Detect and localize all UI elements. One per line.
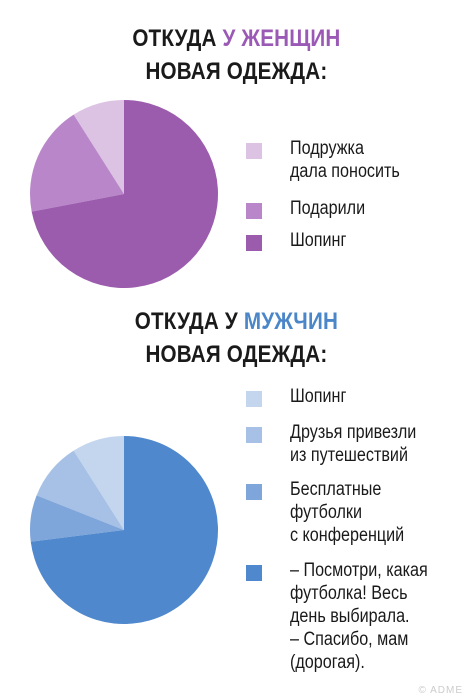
legend-label: – Посмотри, какая футболка! Весь день вы… bbox=[290, 560, 428, 673]
legend-swatch bbox=[246, 203, 262, 219]
legend-label: Друзья привезли из путешествий bbox=[290, 422, 417, 466]
legend-swatch bbox=[246, 484, 262, 500]
watermark: © ADME bbox=[418, 685, 463, 696]
men-title-highlight: МУЖЧИН bbox=[243, 308, 339, 335]
legend-swatch bbox=[246, 391, 262, 407]
women-chart-title: ОТКУДА У ЖЕНЩИН НОВАЯ ОДЕЖДА: bbox=[33, 22, 440, 88]
men-pie-slice bbox=[73, 436, 124, 530]
legend-swatch bbox=[246, 565, 262, 581]
women-pie-slice bbox=[73, 100, 124, 194]
women-pie-chart bbox=[30, 100, 219, 288]
legend-label: Подарили bbox=[290, 198, 366, 219]
legend-label: Шопинг bbox=[290, 386, 347, 407]
legend-label: Бесплатные футболки с конференций bbox=[290, 479, 405, 546]
legend-swatch bbox=[246, 427, 262, 443]
legend-label: Шопинг bbox=[290, 230, 347, 251]
women-title-highlight: У ЖЕНЩИН bbox=[222, 25, 341, 52]
men-pie-slice bbox=[30, 436, 219, 624]
legend-label: Подружка дала поносить bbox=[290, 138, 400, 182]
legend-swatch bbox=[246, 143, 262, 159]
men-pie-slice bbox=[36, 450, 124, 530]
women-title-line2: НОВАЯ ОДЕЖДА: bbox=[145, 58, 328, 85]
men-title-line2: НОВАЯ ОДЕЖДА: bbox=[145, 341, 328, 368]
men-pie-slice bbox=[29, 495, 124, 542]
women-title-prefix: ОТКУДА bbox=[132, 25, 223, 52]
men-pie-chart bbox=[29, 436, 219, 624]
men-chart-title: ОТКУДА У МУЖЧИН НОВАЯ ОДЕЖДА: bbox=[33, 305, 440, 371]
legend-swatch bbox=[246, 235, 262, 251]
women-pie-slice bbox=[30, 114, 124, 212]
women-pie-slice bbox=[31, 100, 219, 288]
men-title-prefix: ОТКУДА У bbox=[134, 308, 244, 335]
